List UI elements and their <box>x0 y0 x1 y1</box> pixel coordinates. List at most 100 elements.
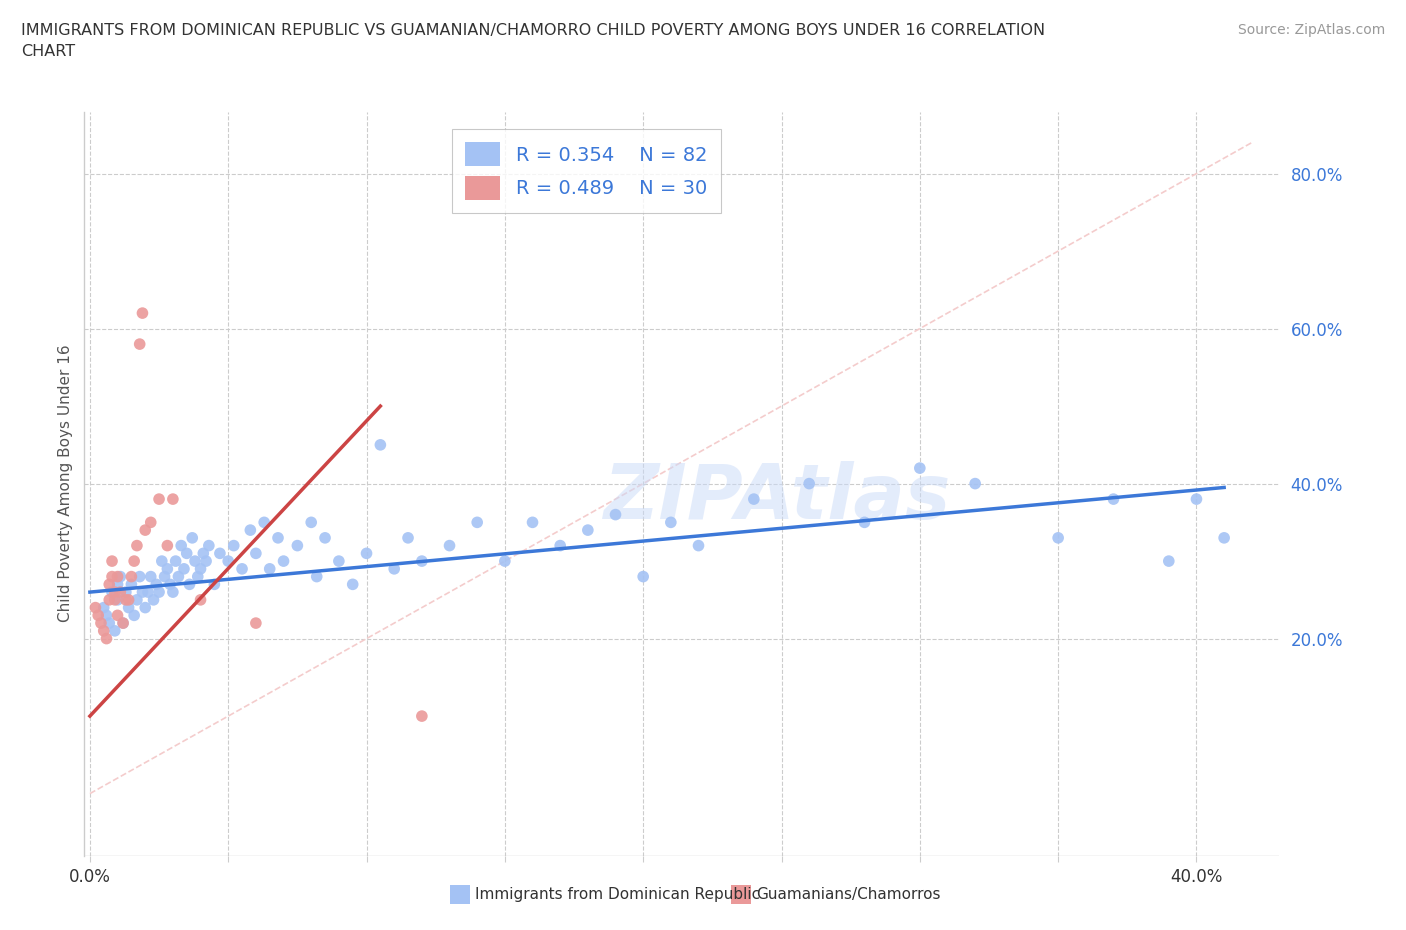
Point <box>522 515 544 530</box>
Point <box>245 546 267 561</box>
Point <box>170 538 193 553</box>
Point <box>120 569 142 584</box>
Point <box>134 600 156 615</box>
Point <box>742 492 765 507</box>
Point <box>411 709 433 724</box>
Point <box>190 592 212 607</box>
Point <box>131 306 153 321</box>
Point <box>148 492 170 507</box>
Point <box>908 460 931 475</box>
Point <box>605 507 627 522</box>
Point <box>107 569 129 584</box>
Legend: R = 0.354    N = 82, R = 0.489    N = 30: R = 0.354 N = 82, R = 0.489 N = 30 <box>451 128 721 213</box>
Point <box>342 577 364 591</box>
Point <box>153 569 176 584</box>
Point <box>853 515 876 530</box>
Point <box>117 600 139 615</box>
Point <box>156 538 179 553</box>
Point <box>145 577 167 591</box>
Point <box>98 592 121 607</box>
Point <box>112 616 135 631</box>
Point <box>110 585 132 600</box>
Text: Source: ZipAtlas.com: Source: ZipAtlas.com <box>1237 23 1385 37</box>
Point <box>139 569 162 584</box>
Point <box>314 530 336 545</box>
Point <box>104 592 127 607</box>
Text: IMMIGRANTS FROM DOMINICAN REPUBLIC VS GUAMANIAN/CHAMORRO CHILD POVERTY AMONG BOY: IMMIGRANTS FROM DOMINICAN REPUBLIC VS GU… <box>21 23 1045 60</box>
Point <box>107 608 129 623</box>
Point <box>159 577 181 591</box>
Point <box>190 562 212 577</box>
Point <box>117 592 139 607</box>
Point <box>411 553 433 568</box>
Point <box>122 608 145 623</box>
Point <box>273 553 295 568</box>
Text: Guamanians/Chamorros: Guamanians/Chamorros <box>756 887 941 902</box>
Point <box>101 585 124 600</box>
Point <box>631 569 654 584</box>
Point <box>112 616 135 631</box>
Text: ZIPAtlas: ZIPAtlas <box>603 461 952 536</box>
Point <box>87 608 110 623</box>
Point <box>187 569 209 584</box>
Point <box>101 553 124 568</box>
Point <box>173 562 195 577</box>
Point <box>122 553 145 568</box>
Point <box>165 553 187 568</box>
Point <box>267 530 290 545</box>
Point <box>799 476 821 491</box>
Point <box>202 577 225 591</box>
Point <box>231 562 253 577</box>
Point <box>287 538 309 553</box>
Point <box>299 515 322 530</box>
Text: Immigrants from Dominican Republic: Immigrants from Dominican Republic <box>475 887 761 902</box>
Point <box>193 546 215 561</box>
Point <box>370 437 392 452</box>
Point <box>179 577 201 591</box>
Point <box>1157 553 1180 568</box>
Y-axis label: Child Poverty Among Boys Under 16: Child Poverty Among Boys Under 16 <box>58 345 73 622</box>
Point <box>120 577 142 591</box>
Point <box>1185 492 1208 507</box>
Point <box>128 337 150 352</box>
Point <box>382 562 405 577</box>
Point <box>162 492 184 507</box>
Point <box>1102 492 1125 507</box>
Point <box>115 592 138 607</box>
Point <box>96 608 118 623</box>
Point <box>134 523 156 538</box>
Point <box>98 616 121 631</box>
Point <box>181 530 204 545</box>
Point <box>198 538 221 553</box>
Point <box>156 562 179 577</box>
Point <box>142 592 165 607</box>
Point <box>107 592 129 607</box>
Point <box>104 623 127 638</box>
Point <box>576 523 599 538</box>
Point <box>494 553 516 568</box>
Point <box>965 476 987 491</box>
Point <box>465 515 488 530</box>
Point <box>253 515 276 530</box>
Point <box>150 553 173 568</box>
Point <box>245 616 267 631</box>
Point <box>328 553 350 568</box>
Point <box>184 553 207 568</box>
Point <box>688 538 710 553</box>
Point <box>84 600 107 615</box>
Point <box>356 546 378 561</box>
Point <box>222 538 245 553</box>
Point <box>305 569 328 584</box>
Point <box>1047 530 1070 545</box>
Point <box>93 623 115 638</box>
Point <box>217 553 239 568</box>
Point <box>162 585 184 600</box>
Point <box>93 600 115 615</box>
Point <box>98 577 121 591</box>
Point <box>176 546 198 561</box>
Point <box>1213 530 1236 545</box>
Point <box>167 569 190 584</box>
Point <box>131 585 153 600</box>
Point <box>259 562 281 577</box>
Point <box>96 631 118 646</box>
